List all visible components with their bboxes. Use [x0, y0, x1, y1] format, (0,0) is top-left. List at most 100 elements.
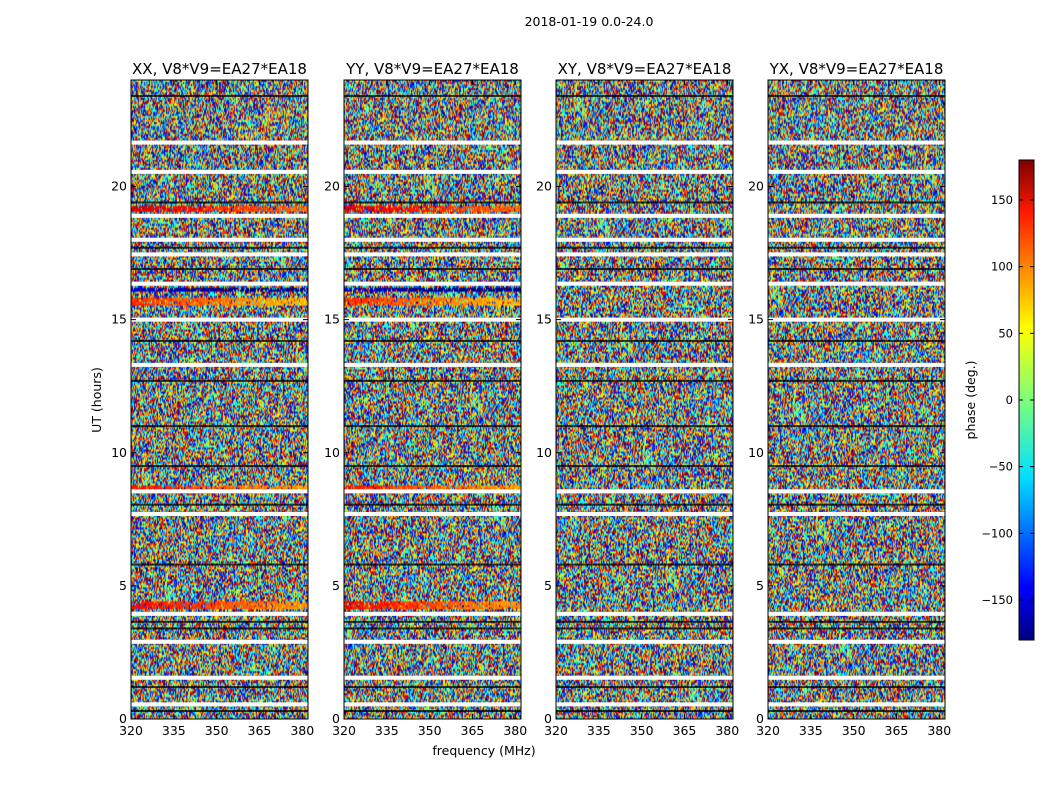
flagged-gap	[556, 281, 733, 286]
y-tick-label: 10	[324, 445, 340, 460]
flagged-gap	[131, 169, 308, 174]
colorbar-tick-label: −50	[989, 460, 1013, 474]
flagged-gap	[768, 252, 945, 257]
flagged-gap	[556, 252, 733, 257]
y-tick-label: 10	[536, 445, 552, 460]
panel-xx: XX, V8*V9=EA27*EA18 320 335 350 365 380 0 5 10 15…	[111, 60, 314, 738]
flagged-gap	[768, 639, 945, 644]
scan-boundary	[556, 465, 733, 468]
flagged-gap	[131, 140, 308, 145]
x-tick-label: 350	[205, 723, 229, 738]
scan-boundary	[131, 503, 308, 506]
scan-boundary	[344, 425, 521, 428]
scan-boundary	[768, 503, 945, 506]
colorbar-tick-label: 100	[991, 260, 1013, 274]
x-tick-label: 335	[799, 723, 823, 738]
flagged-gap	[131, 489, 308, 494]
flagged-gap	[131, 639, 308, 644]
y-tick-label: 20	[324, 179, 340, 194]
y-tick-label: 5	[332, 578, 340, 593]
panel-frame	[130, 79, 309, 720]
scan-boundary	[768, 268, 945, 271]
scan-boundary	[556, 246, 733, 249]
scan-boundary	[344, 246, 521, 249]
flagged-gap	[556, 362, 733, 367]
y-tick-label: 5	[544, 578, 552, 593]
colorbar: −150 −100 −50 0 50 100 150 phase (deg.)	[963, 159, 1035, 641]
flagged-gap	[131, 675, 308, 680]
scan-boundary	[768, 246, 945, 249]
flagged-gap	[131, 511, 308, 516]
scan-boundary	[768, 563, 945, 566]
x-tick-label: 365	[885, 723, 909, 738]
x-tick-label: 320	[332, 723, 356, 738]
scan-boundary	[556, 201, 733, 204]
flagged-gap	[344, 489, 521, 494]
y-tick-label: 0	[119, 711, 127, 726]
heatmap-image	[344, 80, 521, 719]
flagged-gap	[768, 281, 945, 286]
y-tick-label: 10	[111, 445, 127, 460]
scan-boundary	[556, 503, 733, 506]
flagged-gap	[344, 317, 521, 322]
scan-boundary	[131, 339, 308, 342]
flagged-gap	[768, 489, 945, 494]
x-tick-label: 365	[461, 723, 485, 738]
flagged-gap	[768, 675, 945, 680]
x-axis-label: frequency (MHz)	[432, 743, 535, 758]
heatmap-image	[768, 80, 945, 719]
flagged-gap	[768, 213, 945, 218]
panel-frame	[767, 79, 946, 720]
y-tick-label: 0	[332, 711, 340, 726]
y-tick-label: 0	[756, 711, 764, 726]
scan-boundary	[556, 425, 733, 428]
x-tick-label: 320	[544, 723, 568, 738]
flagged-gap	[344, 169, 521, 174]
scan-boundary	[768, 465, 945, 468]
scan-boundary	[344, 201, 521, 204]
scan-boundary	[768, 686, 945, 689]
scan-boundary	[556, 686, 733, 689]
flagged-gap	[768, 511, 945, 516]
scan-boundary	[556, 339, 733, 342]
x-tick-label: 320	[756, 723, 780, 738]
colorbar-tick-label: 150	[991, 193, 1013, 207]
x-tick-label: 365	[248, 723, 272, 738]
scan-boundary	[131, 425, 308, 428]
flagged-gap	[131, 252, 308, 257]
scan-boundary	[344, 686, 521, 689]
x-tick-label: 380	[290, 723, 314, 738]
flagged-gap	[131, 213, 308, 218]
x-tick-label: 365	[673, 723, 697, 738]
scan-boundary	[344, 379, 521, 382]
scan-boundary	[344, 563, 521, 566]
flagged-gap	[344, 362, 521, 367]
scan-boundary	[344, 465, 521, 468]
flagged-gap	[344, 611, 521, 616]
y-tick-label: 20	[111, 179, 127, 194]
x-tick-label: 350	[630, 723, 654, 738]
flagged-gap	[768, 362, 945, 367]
flagged-gap	[131, 237, 308, 242]
heatmap-image	[131, 80, 308, 719]
scan-boundary	[131, 268, 308, 271]
flagged-gap	[556, 213, 733, 218]
flagged-gap	[768, 611, 945, 616]
flagged-gap	[131, 317, 308, 322]
panel-title: XY, V8*V9=EA27*EA18	[558, 60, 732, 78]
flagged-gap	[131, 611, 308, 616]
flagged-gap	[344, 213, 521, 218]
scan-boundary	[131, 201, 308, 204]
scan-boundary	[556, 379, 733, 382]
scan-boundary	[131, 246, 308, 249]
flagged-gap	[344, 639, 521, 644]
panel-yx: YX, V8*V9=EA27*EA18 320 335 350 365 380 0 5 10 15…	[748, 60, 951, 738]
scan-boundary	[344, 620, 521, 623]
scan-boundary	[344, 94, 521, 97]
scan-boundary	[556, 627, 733, 630]
figure-title: 2018-01-19 0.0-24.0	[525, 14, 654, 29]
flagged-gap	[344, 281, 521, 286]
flagged-gap	[768, 140, 945, 145]
flagged-gap	[556, 702, 733, 707]
